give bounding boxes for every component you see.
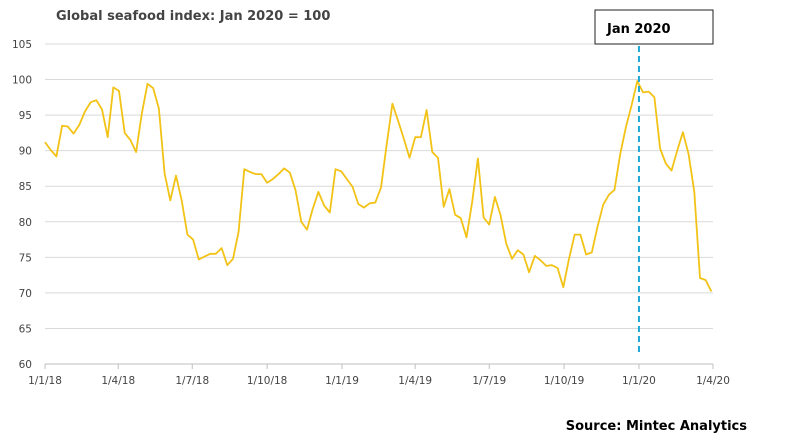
y-tick-label: 70 bbox=[19, 288, 32, 300]
x-tick-label: 1/4/19 bbox=[398, 375, 432, 387]
annotation-label: Jan 2020 bbox=[606, 22, 671, 37]
x-tick-label: 1/1/20 bbox=[622, 375, 656, 387]
gridlines bbox=[45, 43, 713, 329]
chart-title: Global seafood index: Jan 2020 = 100 bbox=[56, 9, 330, 24]
y-tick-label: 95 bbox=[19, 110, 32, 122]
y-tick-label: 105 bbox=[12, 39, 32, 51]
x-tick-label: 1/4/18 bbox=[101, 375, 135, 387]
y-tick-label: 60 bbox=[19, 359, 32, 371]
y-axis-ticks: 60 65 70 75 80 85 90 95 100 105 bbox=[12, 39, 32, 371]
x-tick-label: 1/1/19 bbox=[325, 375, 359, 387]
y-tick-label: 80 bbox=[19, 217, 32, 229]
source-note: Source: Mintec Analytics bbox=[566, 419, 748, 434]
x-tick-label: 1/4/20 bbox=[696, 375, 730, 387]
series-line bbox=[44, 80, 713, 292]
y-tick-label: 75 bbox=[19, 252, 32, 264]
x-tick-label: 1/10/18 bbox=[247, 375, 287, 387]
x-tick-label: 1/7/18 bbox=[175, 375, 209, 387]
x-tick-label: 1/10/19 bbox=[544, 375, 584, 387]
x-tick-label: 1/1/18 bbox=[28, 375, 62, 387]
x-axis-ticks: 1/1/18 1/4/18 1/7/18 1/10/18 1/1/19 1/4/19 1/7… bbox=[28, 364, 730, 387]
y-tick-label: 100 bbox=[12, 75, 32, 87]
y-tick-label: 65 bbox=[19, 323, 32, 335]
y-tick-label: 90 bbox=[19, 146, 32, 158]
x-tick-label: 1/7/19 bbox=[472, 375, 506, 387]
annotation-box bbox=[594, 9, 714, 45]
y-tick-label: 85 bbox=[19, 181, 32, 193]
